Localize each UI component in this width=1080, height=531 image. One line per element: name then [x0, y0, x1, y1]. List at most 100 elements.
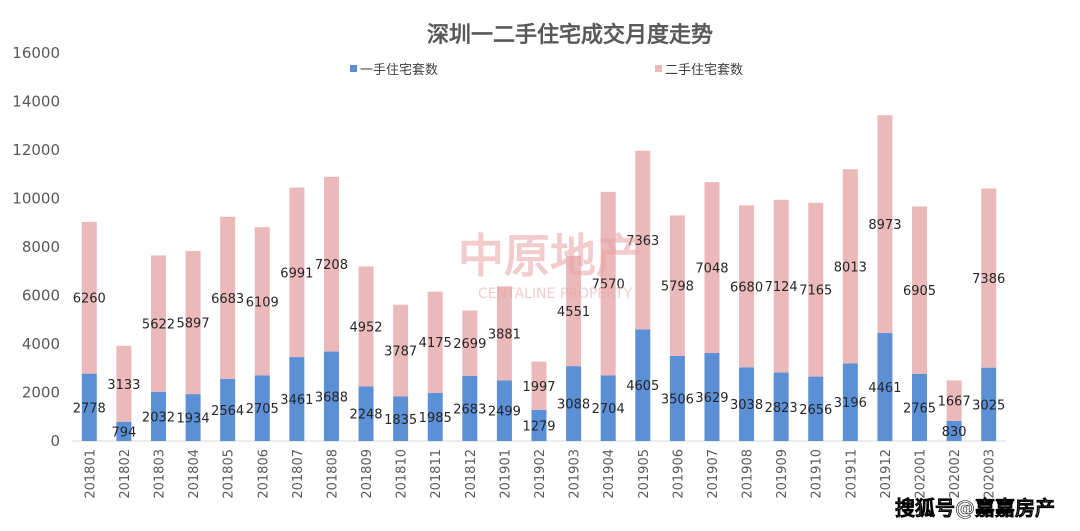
data-label-new: 3088 — [557, 398, 590, 413]
bar-second-201811 — [427, 291, 443, 393]
bar-second-201906 — [669, 215, 685, 356]
data-label-second: 6260 — [73, 292, 106, 307]
data-label-second: 7208 — [315, 258, 348, 273]
x-tick-label: 201801 — [83, 449, 98, 499]
data-label-second: 8973 — [868, 218, 901, 233]
x-tick-label: 201906 — [671, 449, 686, 499]
legend-swatch-new — [350, 65, 357, 72]
x-tick-label: 201810 — [395, 449, 410, 499]
x-tick-label: 201909 — [775, 449, 790, 499]
data-label-second: 7124 — [765, 280, 798, 295]
bar-second-202001 — [912, 206, 928, 374]
x-tick-label: 201808 — [325, 449, 340, 499]
data-label-new: 3506 — [661, 392, 694, 407]
data-label-new: 794 — [111, 425, 136, 440]
bar-second-201801 — [81, 221, 97, 374]
data-label-new: 3038 — [730, 398, 763, 413]
x-tick-label: 201803 — [152, 449, 167, 499]
data-label-new: 1985 — [419, 411, 452, 426]
data-label-new: 2823 — [765, 401, 798, 416]
bar-second-201809 — [358, 266, 374, 387]
data-label-second: 8013 — [834, 260, 867, 275]
data-label-second: 7386 — [972, 272, 1005, 287]
data-label-new: 1934 — [177, 412, 210, 427]
bar-new-201908 — [739, 367, 755, 441]
watermark-en: CENTALINE PROPERTY — [478, 286, 633, 302]
bar-new-201907 — [704, 352, 720, 441]
data-label-second: 5897 — [177, 317, 210, 332]
bar-new-201810 — [393, 396, 409, 441]
bar-second-201804 — [185, 251, 201, 395]
x-tick-label: 201805 — [222, 449, 237, 499]
bar-second-201803 — [150, 255, 166, 392]
legend: 一手住宅套数 二手住宅套数 — [350, 62, 743, 78]
x-tick-label: 201806 — [256, 449, 271, 499]
data-label-new: 4461 — [868, 381, 901, 396]
data-label-new: 2778 — [73, 401, 106, 416]
bar-second-201808 — [323, 176, 339, 352]
bar-new-201901 — [496, 380, 512, 441]
bar-second-201905 — [635, 150, 651, 330]
bar-new-201906 — [669, 355, 685, 441]
y-tick-label: 4000 — [22, 335, 60, 353]
bar-new-202002 — [946, 420, 962, 441]
bar-second-202002 — [946, 380, 962, 421]
x-tick-label: 202002 — [948, 449, 963, 499]
bar-new-201912 — [877, 332, 893, 441]
bottom-right-watermark: 搜狐号@嘉嘉房产 — [895, 496, 1055, 520]
data-label-second: 2699 — [453, 337, 486, 352]
data-label-new: 2499 — [488, 405, 521, 420]
x-tick-label: 201807 — [291, 449, 306, 499]
x-tick-label: 201901 — [498, 449, 513, 499]
data-label-new: 2704 — [592, 402, 625, 417]
bar-new-201803 — [150, 391, 166, 441]
y-tick-label: 8000 — [22, 238, 60, 256]
bar-new-201809 — [358, 386, 374, 441]
data-label-new: 2705 — [246, 402, 279, 417]
data-label-second: 3787 — [384, 345, 417, 360]
bar-new-201902 — [531, 409, 547, 441]
bar-new-201910 — [808, 376, 824, 441]
data-label-second: 6680 — [730, 280, 763, 295]
data-label-new: 4605 — [626, 379, 659, 394]
data-label-new: 3688 — [315, 390, 348, 405]
bar-new-201806 — [254, 375, 270, 441]
bar-second-202003 — [981, 188, 997, 368]
y-tick-label: 12000 — [12, 141, 60, 159]
bar-second-201810 — [393, 304, 409, 397]
data-label-new: 2564 — [211, 404, 244, 419]
bar-new-201807 — [289, 357, 305, 441]
x-tick-label: 201912 — [879, 449, 894, 499]
data-label-second: 7048 — [695, 262, 728, 277]
bar-new-201808 — [323, 351, 339, 441]
bar-second-201807 — [289, 187, 305, 358]
data-label-new: 3461 — [280, 393, 313, 408]
data-label-second: 7363 — [626, 234, 659, 249]
data-label-second: 7570 — [592, 278, 625, 293]
y-tick-label: 0 — [50, 432, 60, 450]
bar-second-201908 — [739, 205, 755, 368]
data-label-second: 1997 — [522, 380, 555, 395]
x-tick-label: 201804 — [187, 449, 202, 499]
y-tick-label: 16000 — [12, 44, 60, 62]
bar-second-201912 — [877, 115, 893, 333]
bar-second-201907 — [704, 182, 720, 353]
data-label-new: 2683 — [453, 402, 486, 417]
x-tick-label: 202003 — [983, 449, 998, 499]
bar-new-202001 — [912, 373, 928, 441]
data-label-second: 6683 — [211, 292, 244, 307]
data-label-second: 5622 — [142, 318, 175, 333]
data-label-second: 6905 — [903, 284, 936, 299]
data-label-second: 3133 — [107, 378, 140, 393]
data-label-new: 3629 — [695, 391, 728, 406]
bar-new-201805 — [220, 378, 236, 441]
data-label-new: 3025 — [972, 398, 1005, 413]
data-label-new: 2248 — [349, 408, 382, 423]
x-tick-label: 201902 — [533, 449, 548, 499]
data-label-second: 7165 — [799, 284, 832, 299]
bar-second-201911 — [842, 169, 858, 364]
data-label-second: 6109 — [246, 295, 279, 310]
watermark-cn: 中原地产 — [458, 229, 642, 283]
data-label-new: 2656 — [799, 403, 832, 418]
